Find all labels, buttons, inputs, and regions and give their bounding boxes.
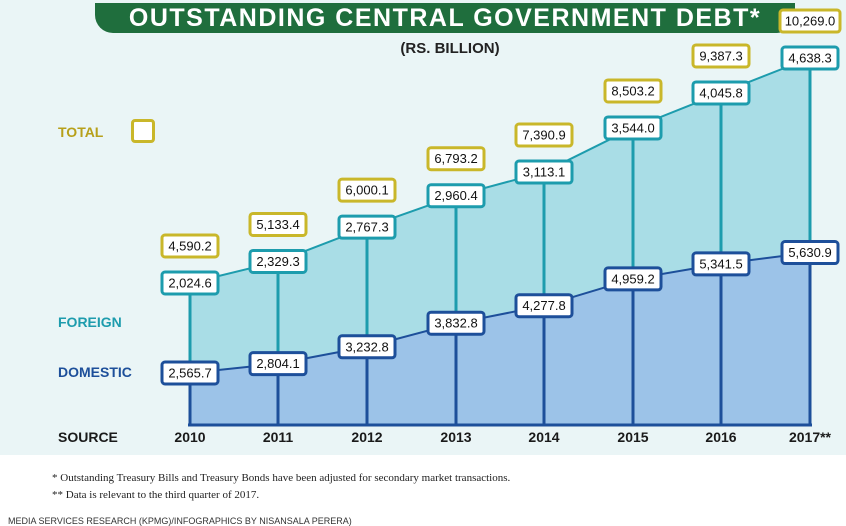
- domestic-value-box: [514, 293, 574, 319]
- domestic-area: [190, 252, 810, 425]
- domestic-value-box: [691, 251, 751, 277]
- credit-line: MEDIA SERVICES RESEARCH (KPMG)/INFOGRAPH…: [8, 516, 352, 526]
- foreign-value-box: [248, 248, 308, 274]
- legend-foreign-label: FOREIGN: [58, 314, 122, 330]
- foreign-value-box: [426, 183, 486, 209]
- foreign-value-label: 3,544.0: [611, 120, 654, 135]
- x-tick-label: 2016: [705, 429, 736, 445]
- x-tick-label: 2014: [528, 429, 559, 445]
- chart-subtitle: (RS. BILLION): [400, 40, 500, 57]
- total-value-box: [337, 177, 397, 203]
- foreign-value-label: 3,113.1: [523, 165, 565, 180]
- total-value-box: [426, 146, 486, 172]
- total-value-box: [514, 122, 574, 148]
- total-value-label: 6,793.2: [434, 151, 477, 166]
- footnotes: * Outstanding Treasury Bills and Treasur…: [52, 470, 510, 504]
- total-value-box: [603, 78, 663, 104]
- domestic-value-label: 5,341.5: [699, 256, 742, 271]
- legend-domestic-label: DOMESTIC: [58, 364, 132, 380]
- source-label: SOURCE: [58, 429, 118, 445]
- chart-svg: 2,565.7 2,024.6 4,590.2 2010 2,804.1 2,329.3 5…: [160, 8, 842, 445]
- total-value-label: 6,000.1: [345, 183, 388, 198]
- total-value-box: [691, 43, 751, 69]
- foreign-value-box: [337, 214, 397, 240]
- foreign-value-box: [160, 270, 220, 296]
- footnote-1: * Outstanding Treasury Bills and Treasur…: [52, 472, 511, 484]
- domestic-value-box: [603, 266, 663, 292]
- domestic-value-label: 2,804.1: [256, 356, 299, 371]
- title-banner: [95, 3, 795, 33]
- chart-title: OUTSTANDING CENTRAL GOVERNMENT DEBT*: [128, 4, 762, 32]
- foreign-value-label: 4,045.8: [699, 85, 742, 100]
- foreign-value-box: [780, 45, 840, 71]
- total-value-label: 4,590.2: [168, 239, 211, 254]
- x-tick-label: 2017**: [789, 429, 832, 445]
- x-tick-label: 2012: [351, 429, 382, 445]
- foreign-value-label: 2,767.3: [345, 220, 388, 235]
- foreign-value-label: 2,960.4: [434, 188, 477, 203]
- domestic-value-box: [780, 240, 840, 266]
- legend-total-swatch: [131, 119, 155, 143]
- domestic-value-box: [426, 310, 486, 336]
- domestic-value-box: [160, 360, 220, 386]
- foreign-value-box: [514, 159, 574, 185]
- domestic-value-label: 4,959.2: [611, 271, 654, 286]
- total-value-label: 8,503.2: [611, 83, 654, 98]
- x-tick-label: 2011: [263, 429, 294, 445]
- domestic-value-box: [248, 351, 308, 377]
- total-value-box: [248, 211, 308, 237]
- total-value-label: 7,390.9: [522, 128, 565, 143]
- x-tick-label: 2010: [174, 429, 205, 445]
- foreign-value-box: [603, 115, 663, 141]
- footnote-2: ** Data is relevant to the third quarter…: [52, 489, 260, 501]
- total-value-label: 5,133.4: [256, 217, 299, 232]
- domestic-value-label: 5,630.9: [788, 245, 831, 260]
- domestic-value-label: 3,232.8: [345, 339, 388, 354]
- total-value-box: [778, 8, 842, 34]
- total-value-box: [160, 233, 220, 259]
- domestic-value-label: 3,832.8: [434, 316, 477, 331]
- foreign-value-label: 2,024.6: [168, 276, 211, 291]
- domestic-value-label: 4,277.8: [522, 298, 565, 313]
- domestic-value-label: 2,565.7: [168, 366, 211, 381]
- x-tick-label: 2013: [440, 429, 471, 445]
- foreign-value-label: 2,329.3: [256, 254, 299, 269]
- foreign-value-box: [691, 80, 751, 106]
- total-value-label: 9,387.3: [699, 48, 742, 63]
- x-tick-label: 2015: [617, 429, 648, 445]
- foreign-value-label: 4,638.3: [788, 51, 831, 66]
- domestic-value-box: [337, 334, 397, 360]
- total-value-label: 10,269.0: [785, 14, 836, 29]
- legend-total-label: TOTAL: [58, 124, 104, 140]
